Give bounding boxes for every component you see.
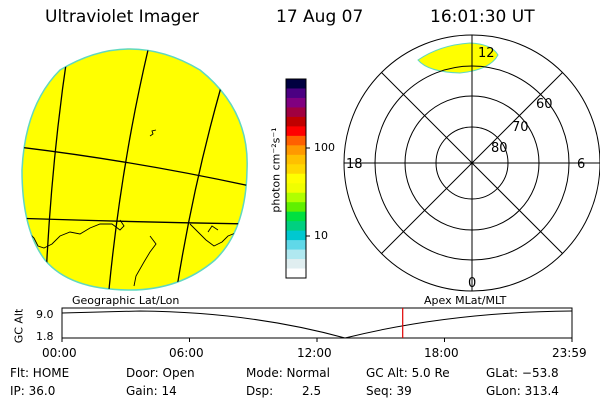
strip-right-label: Apex MLat/MLT [424, 294, 507, 307]
status-seq: Seq: 39 [366, 384, 412, 398]
colorbar-tick-label-100: 100 [314, 141, 335, 154]
header-time: 16:01:30 UT [430, 7, 535, 27]
strip-x-tick-2359: 23:59 [552, 346, 587, 360]
polar-diagonal-2 [381, 72, 563, 254]
strip-x-tick-1800: 18:00 [424, 346, 459, 360]
status-gain: Gain: 14 [126, 384, 177, 398]
colorbar-gradient [286, 79, 306, 279]
lat-label-60: 60 [536, 97, 553, 112]
status-ip: IP: 36.0 [10, 384, 56, 398]
mlt-label-12: 12 [478, 46, 495, 61]
colorbar-segment [286, 135, 306, 146]
colorbar-segment [286, 240, 306, 251]
colorbar-segment [286, 230, 306, 241]
colorbar-segment [286, 183, 306, 194]
colorbar-segment [286, 116, 306, 127]
colorbar-segment [286, 192, 306, 203]
strip-frame [61, 307, 573, 339]
status-dsp-label: Dsp: [246, 384, 274, 398]
strip-x-tick-0600: 06:00 [169, 346, 204, 360]
strip-y-tick-1.8: 1.8 [36, 330, 54, 343]
app-title: Ultraviolet Imager [45, 7, 199, 27]
mlt-label-0: 0 [468, 276, 477, 291]
status-gc-alt: GC Alt: 5.0 Re [366, 366, 450, 380]
colorbar-segment [286, 107, 306, 118]
colorbar-segment [286, 154, 306, 165]
status-flt: Flt: HOME [10, 366, 70, 380]
status-door: Door: Open [126, 366, 195, 380]
auroral-patch [417, 42, 499, 74]
colorbar-segment [286, 145, 306, 156]
colorbar-tick-label-10: 10 [314, 229, 328, 242]
altitude-curve [61, 310, 573, 339]
strip-x-tick-0000: 00:00 [42, 346, 77, 360]
mlt-label-18: 18 [346, 157, 363, 172]
colorbar-segment [286, 97, 306, 108]
colorbar-segment [286, 173, 306, 184]
mlt-label-6: 6 [577, 157, 586, 172]
colorbar-segment [286, 259, 306, 270]
colorbar-segment [286, 249, 306, 260]
colorbar-segment [286, 79, 306, 89]
colorbar-frame [285, 78, 307, 279]
colorbar-segment [286, 164, 306, 175]
strip-x-ticks [61, 338, 573, 342]
colorbar-segment [286, 202, 306, 213]
status-dsp-value: 2.5 [302, 384, 322, 398]
status-glat: GLat: −53.8 [486, 366, 559, 380]
strip-x-tick-1200: 12:00 [297, 346, 332, 360]
strip-left-label: Geographic Lat/Lon [72, 294, 180, 307]
status-mode: Mode: Normal [246, 366, 330, 380]
earth-disk [21, 48, 248, 291]
lat-label-70: 70 [512, 120, 529, 135]
colorbar-segment [286, 88, 306, 99]
strip-y-tick-9: 9.0 [36, 308, 54, 321]
colorbar-segment [286, 268, 306, 279]
header-date: 17 Aug 07 [276, 7, 364, 27]
colorbar-segment [286, 211, 306, 222]
status-glon: GLon: 313.4 [486, 384, 559, 398]
colorbar-segment [286, 126, 306, 137]
colorbar-segment [286, 221, 306, 232]
lat-label-80: 80 [491, 141, 508, 156]
